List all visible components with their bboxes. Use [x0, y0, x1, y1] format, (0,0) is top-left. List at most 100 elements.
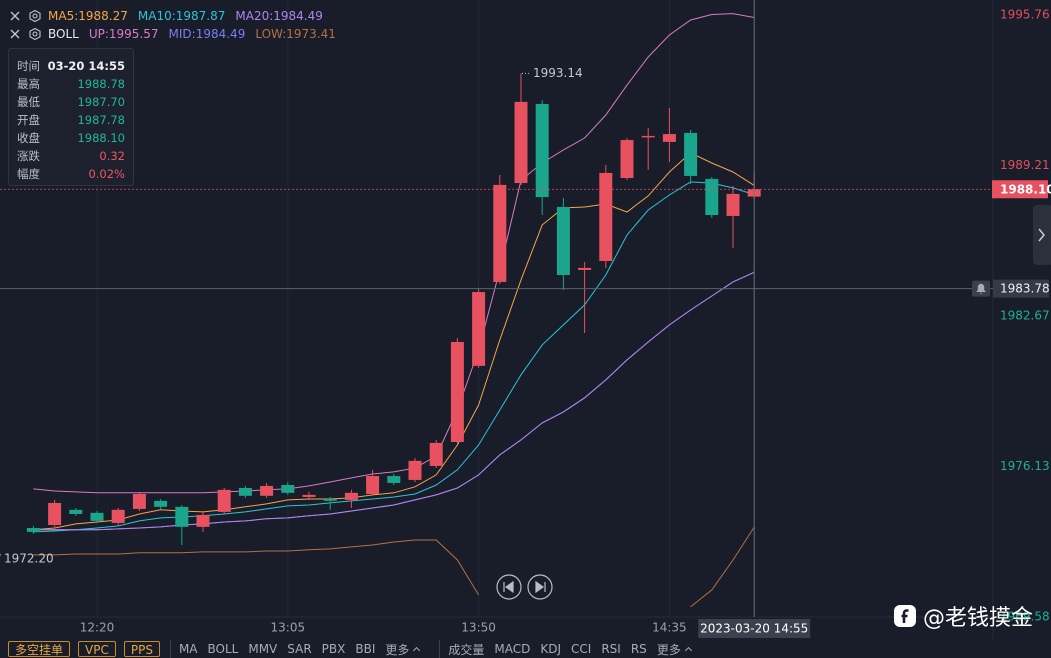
replay-controls[interactable] [496, 574, 553, 600]
indicator-tab[interactable]: MACD [494, 642, 531, 656]
alert-price-label: 1983.78 [1000, 282, 1050, 296]
watermark-text: @老钱摸金 [923, 606, 1034, 631]
toolbar-button[interactable]: PPS [123, 641, 160, 657]
info-value: 03-20 14:55 [47, 59, 125, 73]
settings-icon[interactable] [28, 9, 42, 23]
candle-body [556, 206, 570, 276]
indicator-line [33, 526, 755, 608]
crosshair-label-box [698, 619, 811, 638]
candle-body [175, 506, 189, 527]
legend-entry: MA10:1987.87 [137, 9, 226, 23]
legend-entry: LOW:1973.41 [255, 27, 336, 41]
low-marker-label: 1972.20 [4, 551, 54, 565]
candle-body [48, 502, 62, 526]
candle-body [472, 292, 486, 366]
step-forward-button[interactable] [527, 574, 553, 600]
info-label: 最高 [17, 77, 40, 91]
x-tick-label: 12:20 [80, 621, 115, 635]
crosshair-label: 2023-03-20 14:55 [700, 622, 808, 636]
y-tick-label: 1982.67 [1000, 309, 1050, 323]
indicator-line [33, 13, 755, 494]
indicator-tab[interactable]: MA [178, 642, 198, 656]
info-value: 1987.78 [77, 113, 125, 127]
info-value: 1988.10 [77, 131, 125, 145]
toolbar-separator [439, 640, 441, 658]
info-row: 收盘 1988.10 [17, 129, 125, 147]
candle-layer [26, 73, 761, 546]
indicator-tab[interactable]: MMV [248, 642, 278, 656]
indicator-line [33, 152, 755, 531]
indicator-tab[interactable]: CCI [571, 642, 592, 656]
alert-price-box [993, 279, 1049, 298]
candle-body [260, 485, 274, 496]
candle-body [302, 494, 316, 497]
watermark-logo [894, 605, 916, 627]
indicator-tab[interactable]: KDJ [540, 642, 562, 656]
candle-body [493, 184, 507, 282]
watermark: @老钱摸金 [893, 600, 1033, 632]
info-row: 开盘 1987.78 [17, 111, 125, 129]
overlay-layer: 12:20 13:05 13:50 14:35 1993.14 1972.20 1983.7… [0, 0, 1051, 638]
indicator-tab[interactable]: BBI [355, 642, 376, 656]
candle-body [196, 514, 210, 527]
info-label: 涨跌 [17, 149, 40, 163]
last-price-label: 1988.10 [1000, 182, 1051, 196]
indicator-tab[interactable]: BOLL [207, 642, 239, 656]
high-marker-label: 1993.14 [533, 66, 583, 80]
indicator-tab[interactable]: RSI [601, 642, 621, 656]
last-price-box [992, 180, 1048, 199]
info-value: 0.32 [99, 149, 125, 163]
close-icon[interactable] [8, 9, 22, 23]
indicator-tab[interactable]: SAR [287, 642, 312, 656]
info-row: 最低 1987.70 [17, 93, 125, 111]
step-back-icon [503, 580, 514, 594]
candle-body [344, 492, 358, 500]
info-label: 最低 [17, 95, 40, 109]
candle-body [726, 193, 740, 216]
y-tick-label: 1995.76 [1000, 8, 1050, 22]
candle-body [662, 134, 676, 142]
indicator-tab[interactable]: 更多 [385, 641, 419, 658]
toolbar-separator [169, 640, 171, 658]
indicator-tab[interactable]: 更多 [657, 641, 691, 658]
info-label: 收盘 [17, 131, 40, 145]
settings-icon[interactable] [28, 27, 42, 41]
collapse-tab-bg[interactable] [1033, 205, 1051, 265]
candle-body [620, 140, 634, 178]
collapse-tab[interactable] [1033, 205, 1051, 265]
collapse-chevron [1038, 228, 1045, 242]
candle-body [69, 509, 83, 514]
toolbar-button[interactable]: VPC [78, 641, 116, 657]
candle-body [450, 341, 464, 442]
x-tick-label: 13:05 [271, 621, 306, 635]
y-tick-label: 1989.21 [1000, 158, 1050, 172]
candle-body [514, 101, 528, 184]
indicator-tab[interactable]: PBX [321, 642, 346, 656]
indicator-tab[interactable]: RS [630, 642, 647, 656]
step-back-button[interactable] [496, 574, 522, 600]
legend-entry: MID:1984.49 [168, 27, 246, 41]
candle-body [281, 484, 295, 493]
indicator-tab[interactable]: 成交量 [448, 642, 485, 657]
candle-body [599, 172, 613, 262]
candle-body [217, 489, 231, 512]
x-tick-label: 14:35 [652, 621, 687, 635]
candle-body [429, 442, 443, 466]
indicator-line [33, 271, 755, 531]
candle-body [641, 135, 655, 138]
candle-body [535, 103, 549, 198]
y-tick-label: 1976.13 [1000, 459, 1050, 473]
info-row: 幅度 0.02% [17, 165, 125, 183]
candle-body [323, 499, 337, 501]
toolbar: 多空挂单 VPC PPS MA BOLL MMV SAR PBX BBI 更多 成交量 MACD KDJ… [0, 640, 1051, 658]
candle-body [705, 178, 719, 216]
candle-body [408, 460, 422, 480]
candle-body [90, 512, 104, 521]
indicator-line [33, 181, 755, 533]
y-tick-label: 1969.58 [1000, 610, 1050, 624]
close-icon[interactable] [8, 27, 22, 41]
legend-entry: MA5:1988.27 [48, 9, 128, 23]
toolbar-button[interactable]: 多空挂单 [8, 641, 71, 657]
info-row: 涨跌 0.32 [17, 147, 125, 165]
